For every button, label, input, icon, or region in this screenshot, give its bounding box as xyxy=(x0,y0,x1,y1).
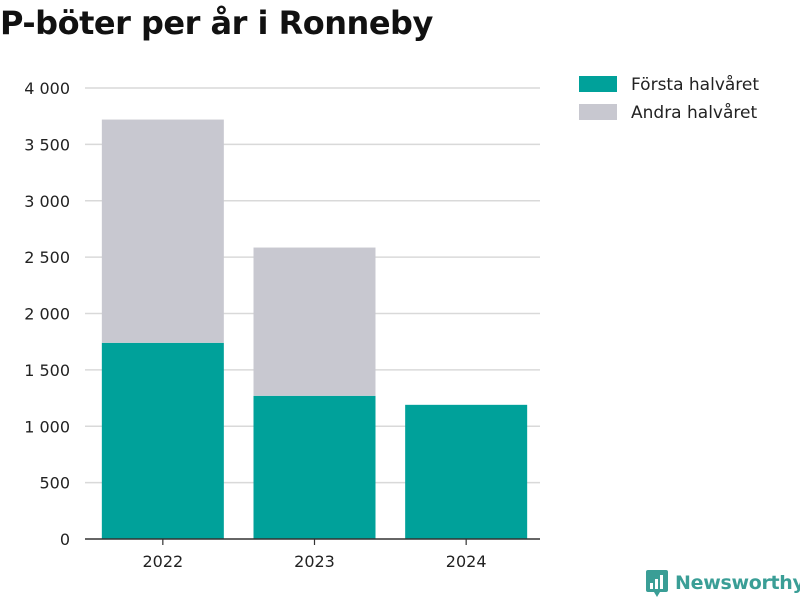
y-tick-label: 2 000 xyxy=(24,305,70,324)
y-tick-label: 1 000 xyxy=(24,417,70,436)
legend-swatch-first-half xyxy=(579,76,617,92)
chart-title: P-böter per år i Ronneby xyxy=(0,4,433,42)
newsworthy-logo-icon xyxy=(646,570,668,597)
x-tick-label: 2022 xyxy=(142,552,183,571)
brand-name: Newsworthy xyxy=(675,572,800,594)
bar-first-half-2022 xyxy=(101,342,224,539)
brand-logo[interactable]: Newsworthy xyxy=(645,568,800,598)
x-tick-label: 2023 xyxy=(294,552,335,571)
bar-first-half-2023 xyxy=(253,395,376,539)
bar-first-half-2024 xyxy=(405,404,528,539)
y-axis-ticks: 0 500 1 000 1 500 2 000 2 500 3 000 3 500 4 000 xyxy=(24,79,70,549)
legend: Första halvåret Andra halvåret xyxy=(579,74,759,123)
legend-swatch-second-half xyxy=(579,104,617,120)
legend-label-second-half: Andra halvåret xyxy=(631,102,757,123)
y-tick-label: 1 500 xyxy=(24,361,70,380)
y-tick-label: 500 xyxy=(39,474,70,493)
x-tick-label: 2024 xyxy=(446,552,487,571)
bar-second-half-2022 xyxy=(101,119,224,343)
bars xyxy=(101,119,528,539)
y-tick-label: 4 000 xyxy=(24,79,70,98)
y-tick-label: 2 500 xyxy=(24,248,70,267)
y-tick-label: 0 xyxy=(60,530,70,549)
x-axis-ticks: 2022 2023 2024 xyxy=(142,539,487,571)
bar-second-half-2023 xyxy=(253,247,376,396)
y-tick-label: 3 500 xyxy=(24,135,70,154)
legend-label-first-half: Första halvåret xyxy=(631,74,759,95)
y-tick-label: 3 000 xyxy=(24,192,70,211)
